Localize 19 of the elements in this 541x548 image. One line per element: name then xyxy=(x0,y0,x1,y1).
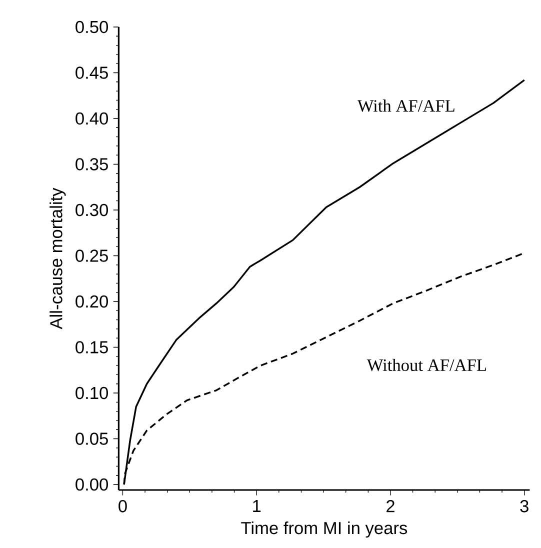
x-tick-label: 2 xyxy=(386,500,394,512)
y-tick-label: 0.20 xyxy=(76,295,108,308)
y-tick-label: 0.15 xyxy=(76,341,108,354)
y-tick-label: 0.45 xyxy=(76,66,108,79)
y-tick-label: 0.35 xyxy=(76,158,108,170)
y-tick-label: 0.00 xyxy=(76,478,108,491)
annotation: Without AF/AFL xyxy=(366,358,486,372)
x-axis-title: Time from MI in years xyxy=(241,521,408,538)
x-tick-label: 1 xyxy=(253,500,261,512)
y-tick-label: 0.40 xyxy=(76,112,108,125)
y-axis-title: All-cause mortality xyxy=(50,188,66,330)
y-tick-label: 0.30 xyxy=(76,204,108,216)
y-tick-label: 0.50 xyxy=(76,20,108,34)
x-tick-label: 0 xyxy=(118,500,127,512)
y-tick-label: 0.10 xyxy=(76,386,108,400)
y-tick-label: 0.25 xyxy=(76,250,108,262)
annotation: With AF/AFL xyxy=(357,100,454,112)
x-tick-label: 3 xyxy=(520,500,528,512)
y-tick-label: 0.05 xyxy=(76,432,108,445)
